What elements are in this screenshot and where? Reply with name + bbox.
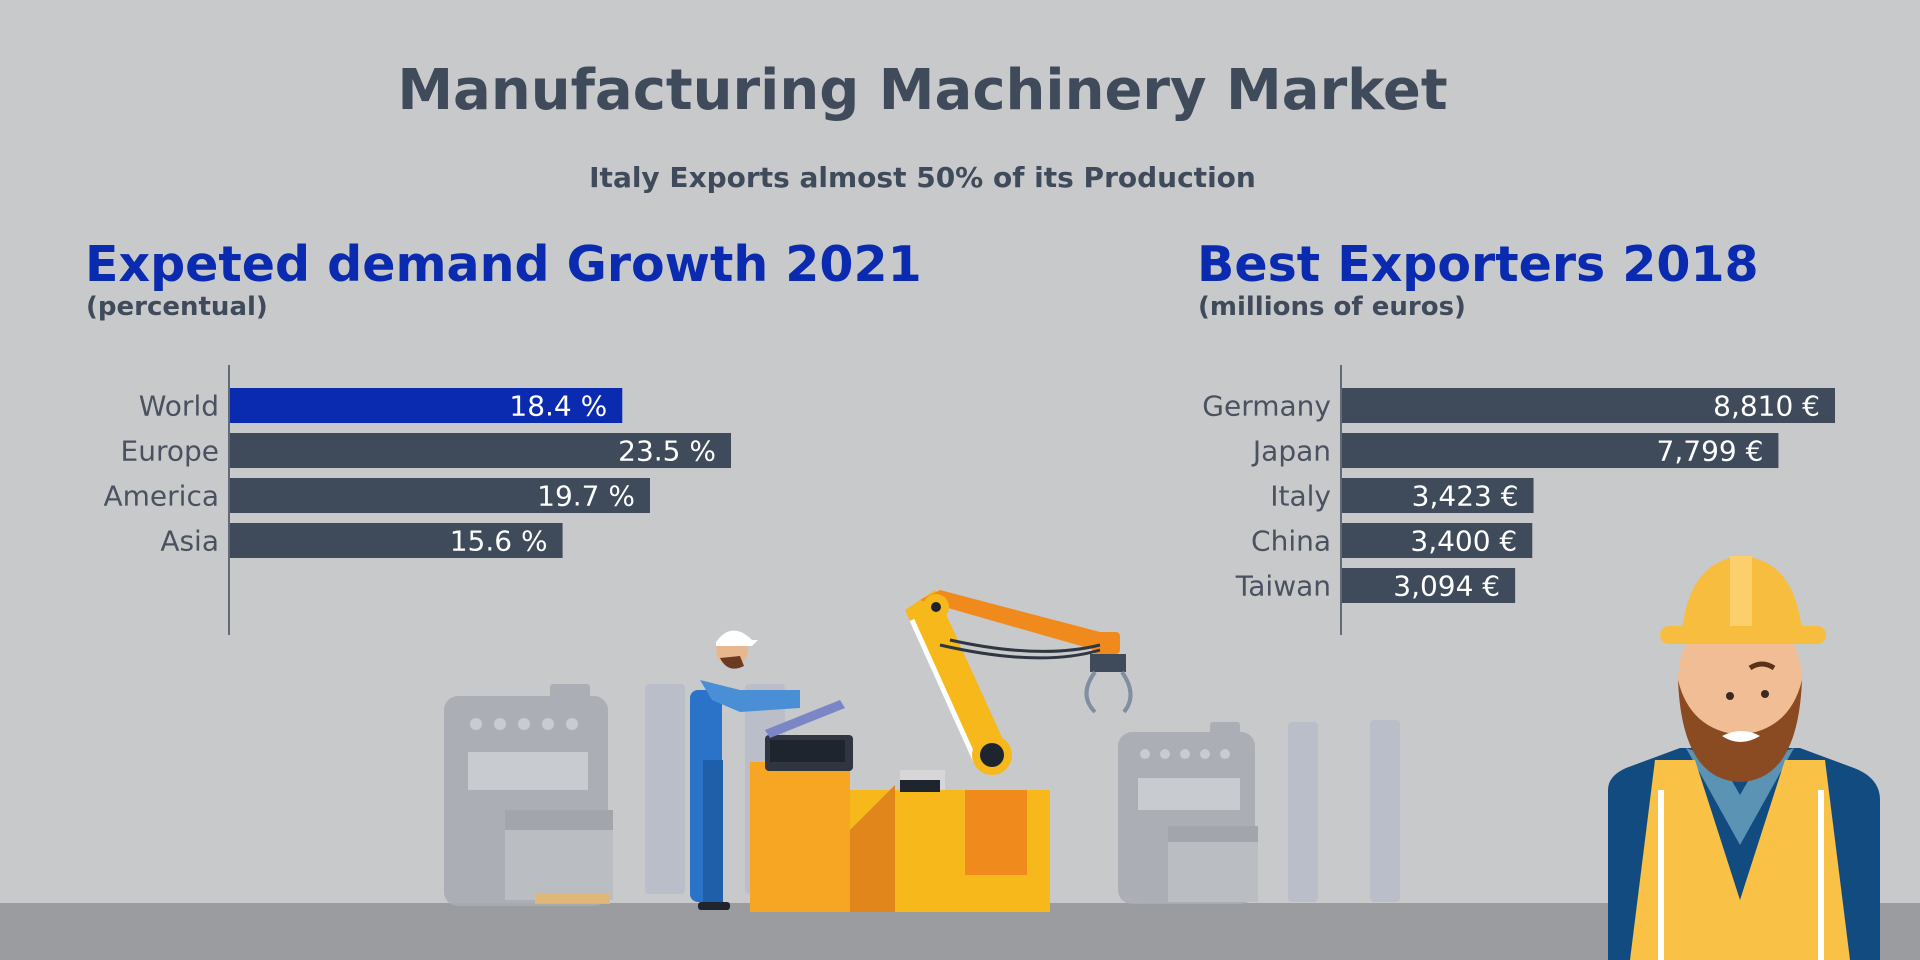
exporters-bar-germany [1342, 388, 1835, 423]
demand-category-label: Asia [160, 525, 219, 558]
demand-value-label: 19.7 % [537, 480, 635, 513]
background-machine-left [444, 684, 785, 906]
demand-bar-world [230, 388, 623, 423]
demand-chart-title: Expeted demand Growth 2021 [85, 236, 922, 293]
demand-category-label: Europe [121, 435, 219, 468]
demand-chart-subtitle: (percentual) [86, 292, 268, 322]
main-subtitle: Italy Exports almost 50% of its Producti… [589, 161, 1256, 194]
background-machine-right [1118, 720, 1400, 904]
exporters-category-label: Germany [1202, 390, 1331, 423]
engineer-portrait [1608, 556, 1880, 960]
best-exporters-bar-chart: Germany 8,810 € Japan 7,799 € Italy 3,423 € Ch… [1202, 365, 1835, 635]
demand-value-label: 18.4 % [509, 390, 607, 423]
exporters-bar-taiwan [1342, 568, 1516, 603]
worker-at-console [690, 630, 800, 910]
demand-category-label: America [104, 480, 220, 513]
main-title: Manufacturing Machinery Market [397, 58, 1448, 123]
exporters-bar-italy [1342, 478, 1534, 513]
demand-bar-asia [230, 523, 563, 558]
exporters-category-label: Taiwan [1235, 570, 1331, 603]
exporters-value-label: 3,423 € [1412, 480, 1519, 513]
robot-arm [750, 590, 1133, 912]
exporters-value-label: 3,094 € [1393, 570, 1500, 603]
exporters-category-label: Japan [1251, 435, 1331, 468]
demand-category-label: World [139, 390, 219, 423]
exporters-value-label: 7,799 € [1657, 435, 1764, 468]
exporters-bar-japan [1342, 433, 1779, 468]
demand-value-label: 15.6 % [450, 525, 548, 558]
demand-bar-america [230, 478, 650, 513]
exporters-category-label: Italy [1270, 480, 1331, 513]
exporters-chart-subtitle: (millions of euros) [1198, 292, 1466, 322]
demand-value-label: 23.5 % [618, 435, 716, 468]
exporters-bar-china [1342, 523, 1533, 558]
demand-growth-bar-chart: World 18.4 % Europe 23.5 % America 19.7 % Asia… [104, 365, 731, 635]
floor-band [0, 903, 1920, 960]
exporters-category-label: China [1251, 525, 1331, 558]
exporters-chart-title: Best Exporters 2018 [1197, 236, 1759, 293]
demand-bar-europe [230, 433, 731, 468]
exporters-value-label: 3,400 € [1410, 525, 1517, 558]
exporters-value-label: 8,810 € [1713, 390, 1820, 423]
